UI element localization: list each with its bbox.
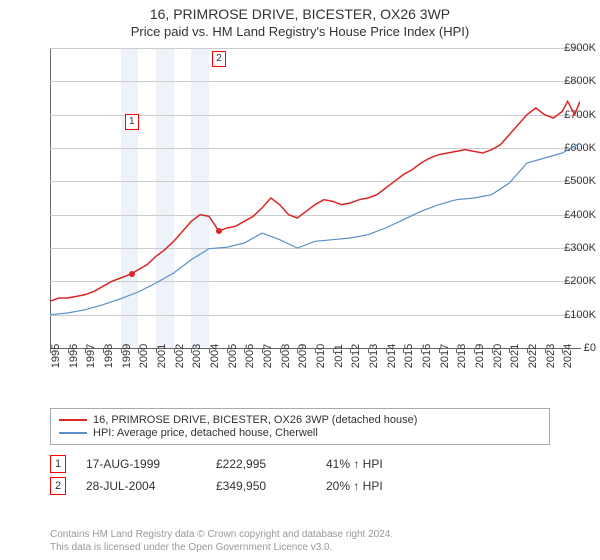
footer-attribution: Contains HM Land Registry data © Crown c… xyxy=(50,528,393,554)
chart-titles: 16, PRIMROSE DRIVE, BICESTER, OX26 3WP P… xyxy=(0,0,600,39)
sale-marker-box: 2 xyxy=(212,51,226,67)
legend-and-sales: 16, PRIMROSE DRIVE, BICESTER, OX26 3WP (… xyxy=(50,408,550,499)
title-address: 16, PRIMROSE DRIVE, BICESTER, OX26 3WP xyxy=(0,6,600,22)
sale-row-date: 17-AUG-1999 xyxy=(86,457,196,471)
sale-marker-box: 1 xyxy=(125,114,139,130)
sale-row-price: £222,995 xyxy=(216,457,306,471)
chart-area: £0£100K£200K£300K£400K£500K£600K£700K£80… xyxy=(0,48,600,398)
footer-line: This data is licensed under the Open Gov… xyxy=(50,541,393,554)
title-subtitle: Price paid vs. HM Land Registry's House … xyxy=(0,24,600,39)
footer-line: Contains HM Land Registry data © Crown c… xyxy=(50,528,393,541)
sale-dot xyxy=(129,271,135,277)
legend-swatch xyxy=(59,419,87,421)
sale-row-delta: 20% ↑ HPI xyxy=(326,479,416,493)
series-svg xyxy=(0,48,580,350)
sale-row: 1 17-AUG-1999 £222,995 41% ↑ HPI xyxy=(50,455,550,473)
legend-label: 16, PRIMROSE DRIVE, BICESTER, OX26 3WP (… xyxy=(93,414,417,426)
sale-row: 2 28-JUL-2004 £349,950 20% ↑ HPI xyxy=(50,477,550,495)
legend-item: 16, PRIMROSE DRIVE, BICESTER, OX26 3WP (… xyxy=(59,414,541,426)
sale-row-marker: 1 xyxy=(50,455,66,473)
legend-swatch xyxy=(59,432,87,434)
legend-item: HPI: Average price, detached house, Cher… xyxy=(59,427,541,439)
legend-label: HPI: Average price, detached house, Cher… xyxy=(93,427,318,439)
legend-box: 16, PRIMROSE DRIVE, BICESTER, OX26 3WP (… xyxy=(50,408,550,445)
sale-dot xyxy=(216,228,222,234)
sale-row-delta: 41% ↑ HPI xyxy=(326,457,416,471)
sale-row-date: 28-JUL-2004 xyxy=(86,479,196,493)
series-line xyxy=(50,143,580,315)
sale-row-marker: 2 xyxy=(50,477,66,495)
sales-table: 1 17-AUG-1999 £222,995 41% ↑ HPI 2 28-JUL-200… xyxy=(50,455,550,495)
sale-row-price: £349,950 xyxy=(216,479,306,493)
page-root: 16, PRIMROSE DRIVE, BICESTER, OX26 3WP P… xyxy=(0,0,600,560)
